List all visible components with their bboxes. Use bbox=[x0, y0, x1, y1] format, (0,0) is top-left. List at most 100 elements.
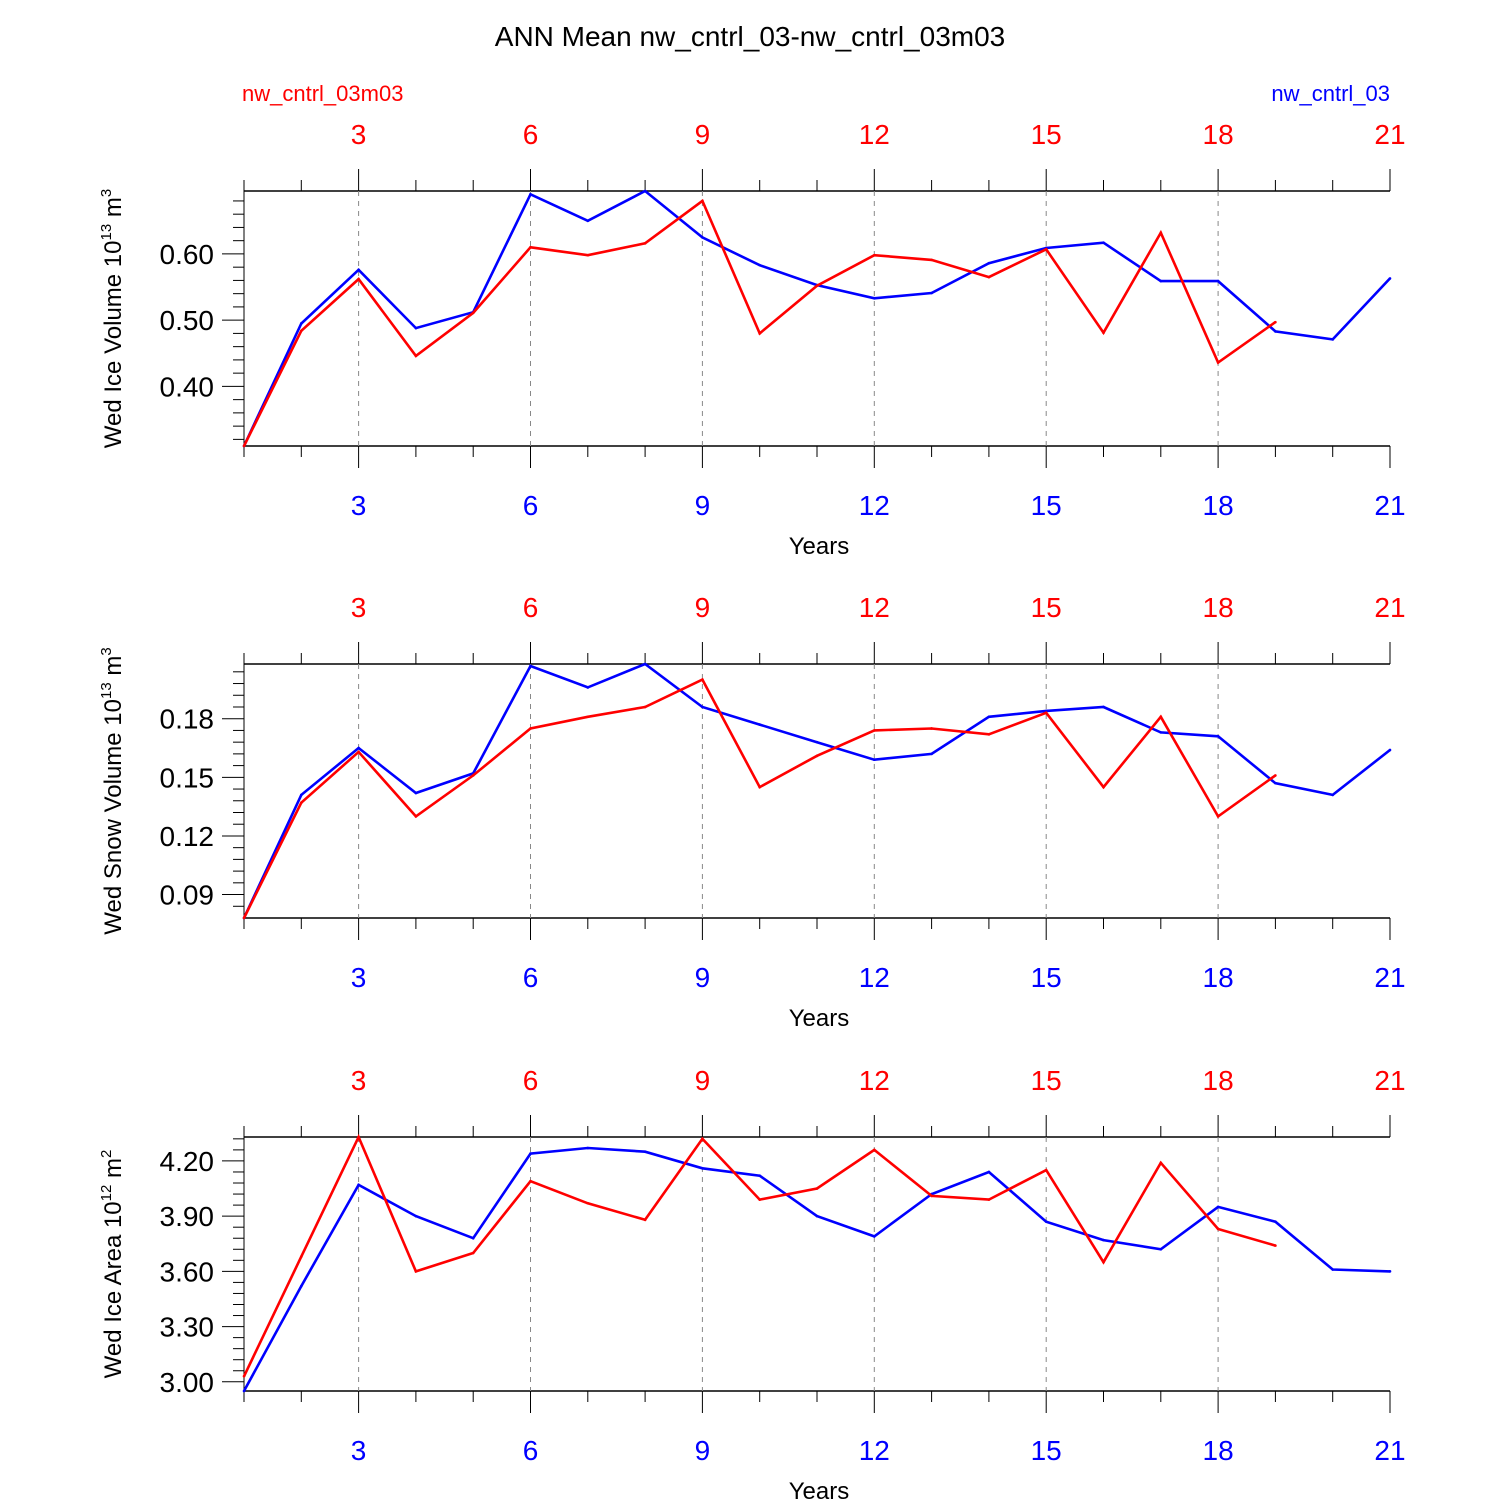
data-point-nw-cntrl-03 bbox=[414, 791, 418, 795]
x-tick-label-top: 6 bbox=[523, 1065, 539, 1096]
data-point-nw-cntrl-03 bbox=[873, 296, 876, 300]
data-point-nw-cntrl-03m03 bbox=[873, 253, 876, 257]
x-tick-label-top: 9 bbox=[695, 592, 711, 623]
data-point-nw-cntrl-03m03 bbox=[471, 311, 475, 315]
data-point-nw-cntrl-03 bbox=[1044, 1220, 1048, 1223]
x-tick-label-bottom: 6 bbox=[523, 490, 539, 521]
x-tick-label-top: 3 bbox=[351, 592, 367, 623]
data-point-nw-cntrl-03 bbox=[1331, 1268, 1334, 1271]
y-tick-label: 3.00 bbox=[160, 1367, 215, 1398]
x-tick-label-top: 15 bbox=[1031, 1065, 1062, 1096]
data-point-nw-cntrl-03 bbox=[300, 793, 303, 797]
x-axis-label: Years bbox=[789, 533, 850, 560]
data-point-nw-cntrl-03 bbox=[1331, 338, 1334, 341]
data-point-nw-cntrl-03m03 bbox=[873, 1148, 876, 1152]
y-tick-label: 0.15 bbox=[160, 762, 215, 793]
data-point-nw-cntrl-03m03 bbox=[242, 1374, 246, 1378]
data-point-nw-cntrl-03 bbox=[643, 662, 647, 666]
data-point-nw-cntrl-03 bbox=[1216, 1205, 1220, 1209]
data-point-nw-cntrl-03m03 bbox=[471, 774, 475, 777]
data-point-nw-cntrl-03 bbox=[643, 1150, 647, 1154]
data-point-nw-cntrl-03 bbox=[471, 1236, 475, 1240]
data-point-nw-cntrl-03m03 bbox=[758, 1198, 761, 1201]
data-point-nw-cntrl-03 bbox=[930, 752, 933, 756]
data-point-nw-cntrl-03 bbox=[758, 1174, 761, 1177]
data-point-nw-cntrl-03m03 bbox=[357, 277, 360, 281]
data-point-nw-cntrl-03m03 bbox=[1159, 231, 1163, 235]
x-tick-label-bottom: 3 bbox=[351, 962, 367, 993]
x-tick-label-bottom: 12 bbox=[859, 1435, 890, 1466]
x-tick-label-bottom: 18 bbox=[1203, 490, 1234, 521]
chart-panel-3: 3 3 6 6 9 9 12 12 15 15 18 18 21 21 Years 3.00 3.30 3.60 3… bbox=[98, 1065, 1406, 1505]
data-point-nw-cntrl-03 bbox=[1388, 748, 1392, 752]
data-point-nw-cntrl-03m03 bbox=[987, 1198, 991, 1201]
x-tick-label-bottom: 21 bbox=[1374, 962, 1405, 993]
chart-title: ANN Mean nw_cntrl_03-nw_cntrl_03m03 bbox=[495, 21, 1005, 52]
data-point-nw-cntrl-03m03 bbox=[1102, 785, 1105, 789]
data-point-nw-cntrl-03 bbox=[357, 746, 360, 750]
data-point-nw-cntrl-03 bbox=[873, 1235, 876, 1238]
x-tick-label-bottom: 18 bbox=[1203, 962, 1234, 993]
data-point-nw-cntrl-03m03 bbox=[873, 729, 876, 732]
data-point-nw-cntrl-03m03 bbox=[529, 727, 532, 730]
x-tick-label-top: 9 bbox=[695, 119, 711, 150]
chart-panels: 3 3 6 6 9 9 12 12 15 15 18 18 21 21 Years 0.40 0.50 0.60 W… bbox=[98, 119, 1406, 1505]
data-point-nw-cntrl-03 bbox=[701, 236, 704, 239]
x-axis-label: Years bbox=[789, 1005, 850, 1032]
x-tick-label-bottom: 12 bbox=[859, 490, 890, 521]
x-tick-label-bottom: 21 bbox=[1374, 1435, 1405, 1466]
data-point-nw-cntrl-03 bbox=[1159, 279, 1163, 283]
data-point-nw-cntrl-03m03 bbox=[471, 1251, 475, 1255]
data-point-nw-cntrl-03 bbox=[529, 193, 532, 196]
y-tick-label: 0.12 bbox=[160, 821, 215, 852]
y-tick-label: 0.60 bbox=[160, 239, 215, 270]
x-tick-label-bottom: 9 bbox=[695, 962, 711, 993]
data-point-nw-cntrl-03m03 bbox=[701, 1137, 704, 1141]
legend-label-nw-cntrl-03m03: nw_cntrl_03m03 bbox=[242, 81, 403, 106]
data-point-nw-cntrl-03 bbox=[1102, 1238, 1105, 1242]
data-point-nw-cntrl-03 bbox=[1102, 241, 1105, 244]
x-tick-label-bottom: 21 bbox=[1374, 490, 1405, 521]
data-point-nw-cntrl-03 bbox=[300, 322, 303, 325]
data-point-nw-cntrl-03 bbox=[300, 1284, 303, 1288]
x-tick-label-top: 3 bbox=[351, 119, 367, 150]
data-point-nw-cntrl-03 bbox=[414, 1214, 418, 1218]
data-point-nw-cntrl-03m03 bbox=[300, 329, 303, 333]
data-point-nw-cntrl-03 bbox=[987, 715, 991, 719]
x-tick-label-top: 21 bbox=[1374, 119, 1405, 150]
y-tick-label: 0.40 bbox=[160, 371, 215, 402]
data-point-nw-cntrl-03m03 bbox=[1274, 320, 1277, 324]
x-tick-label-bottom: 3 bbox=[351, 1435, 367, 1466]
y-tick-label: 0.18 bbox=[160, 704, 215, 735]
data-point-nw-cntrl-03m03 bbox=[414, 1270, 418, 1273]
data-point-nw-cntrl-03 bbox=[1216, 279, 1220, 283]
data-point-nw-cntrl-03 bbox=[529, 1152, 532, 1155]
y-axis-label: Wed Ice Area 1012​ m2​ bbox=[98, 1150, 127, 1379]
data-point-nw-cntrl-03m03 bbox=[586, 715, 590, 719]
legend-label-nw-cntrl-03: nw_cntrl_03 bbox=[1271, 81, 1390, 106]
x-tick-label-top: 12 bbox=[859, 1065, 890, 1096]
x-tick-label-top: 21 bbox=[1374, 1065, 1405, 1096]
data-point-nw-cntrl-03 bbox=[1274, 1220, 1277, 1223]
data-point-nw-cntrl-03m03 bbox=[1102, 1260, 1105, 1264]
data-point-nw-cntrl-03m03 bbox=[414, 815, 418, 818]
data-point-nw-cntrl-03m03 bbox=[701, 678, 704, 681]
chart-panel-2: 3 3 6 6 9 9 12 12 15 15 18 18 21 21 Years 0.09 0.12 0.15 0… bbox=[98, 592, 1406, 1032]
data-point-nw-cntrl-03 bbox=[357, 1183, 360, 1187]
data-point-nw-cntrl-03m03 bbox=[357, 750, 360, 754]
x-tick-label-top: 21 bbox=[1374, 592, 1405, 623]
data-point-nw-cntrl-03m03 bbox=[1159, 715, 1163, 719]
x-axis-label: Years bbox=[789, 1478, 850, 1500]
x-tick-label-bottom: 15 bbox=[1031, 490, 1062, 521]
data-point-nw-cntrl-03m03 bbox=[1102, 331, 1105, 335]
data-point-nw-cntrl-03 bbox=[1388, 277, 1392, 280]
y-tick-label: 3.90 bbox=[160, 1201, 215, 1232]
x-tick-label-top: 9 bbox=[695, 1065, 711, 1096]
data-point-nw-cntrl-03m03 bbox=[1274, 1244, 1277, 1247]
data-point-nw-cntrl-03m03 bbox=[1216, 815, 1220, 818]
data-point-nw-cntrl-03m03 bbox=[930, 727, 933, 730]
data-point-nw-cntrl-03 bbox=[758, 263, 761, 267]
data-point-nw-cntrl-03m03 bbox=[1044, 711, 1048, 715]
y-tick-label: 3.30 bbox=[160, 1312, 215, 1343]
data-point-nw-cntrl-03m03 bbox=[1216, 1227, 1220, 1231]
